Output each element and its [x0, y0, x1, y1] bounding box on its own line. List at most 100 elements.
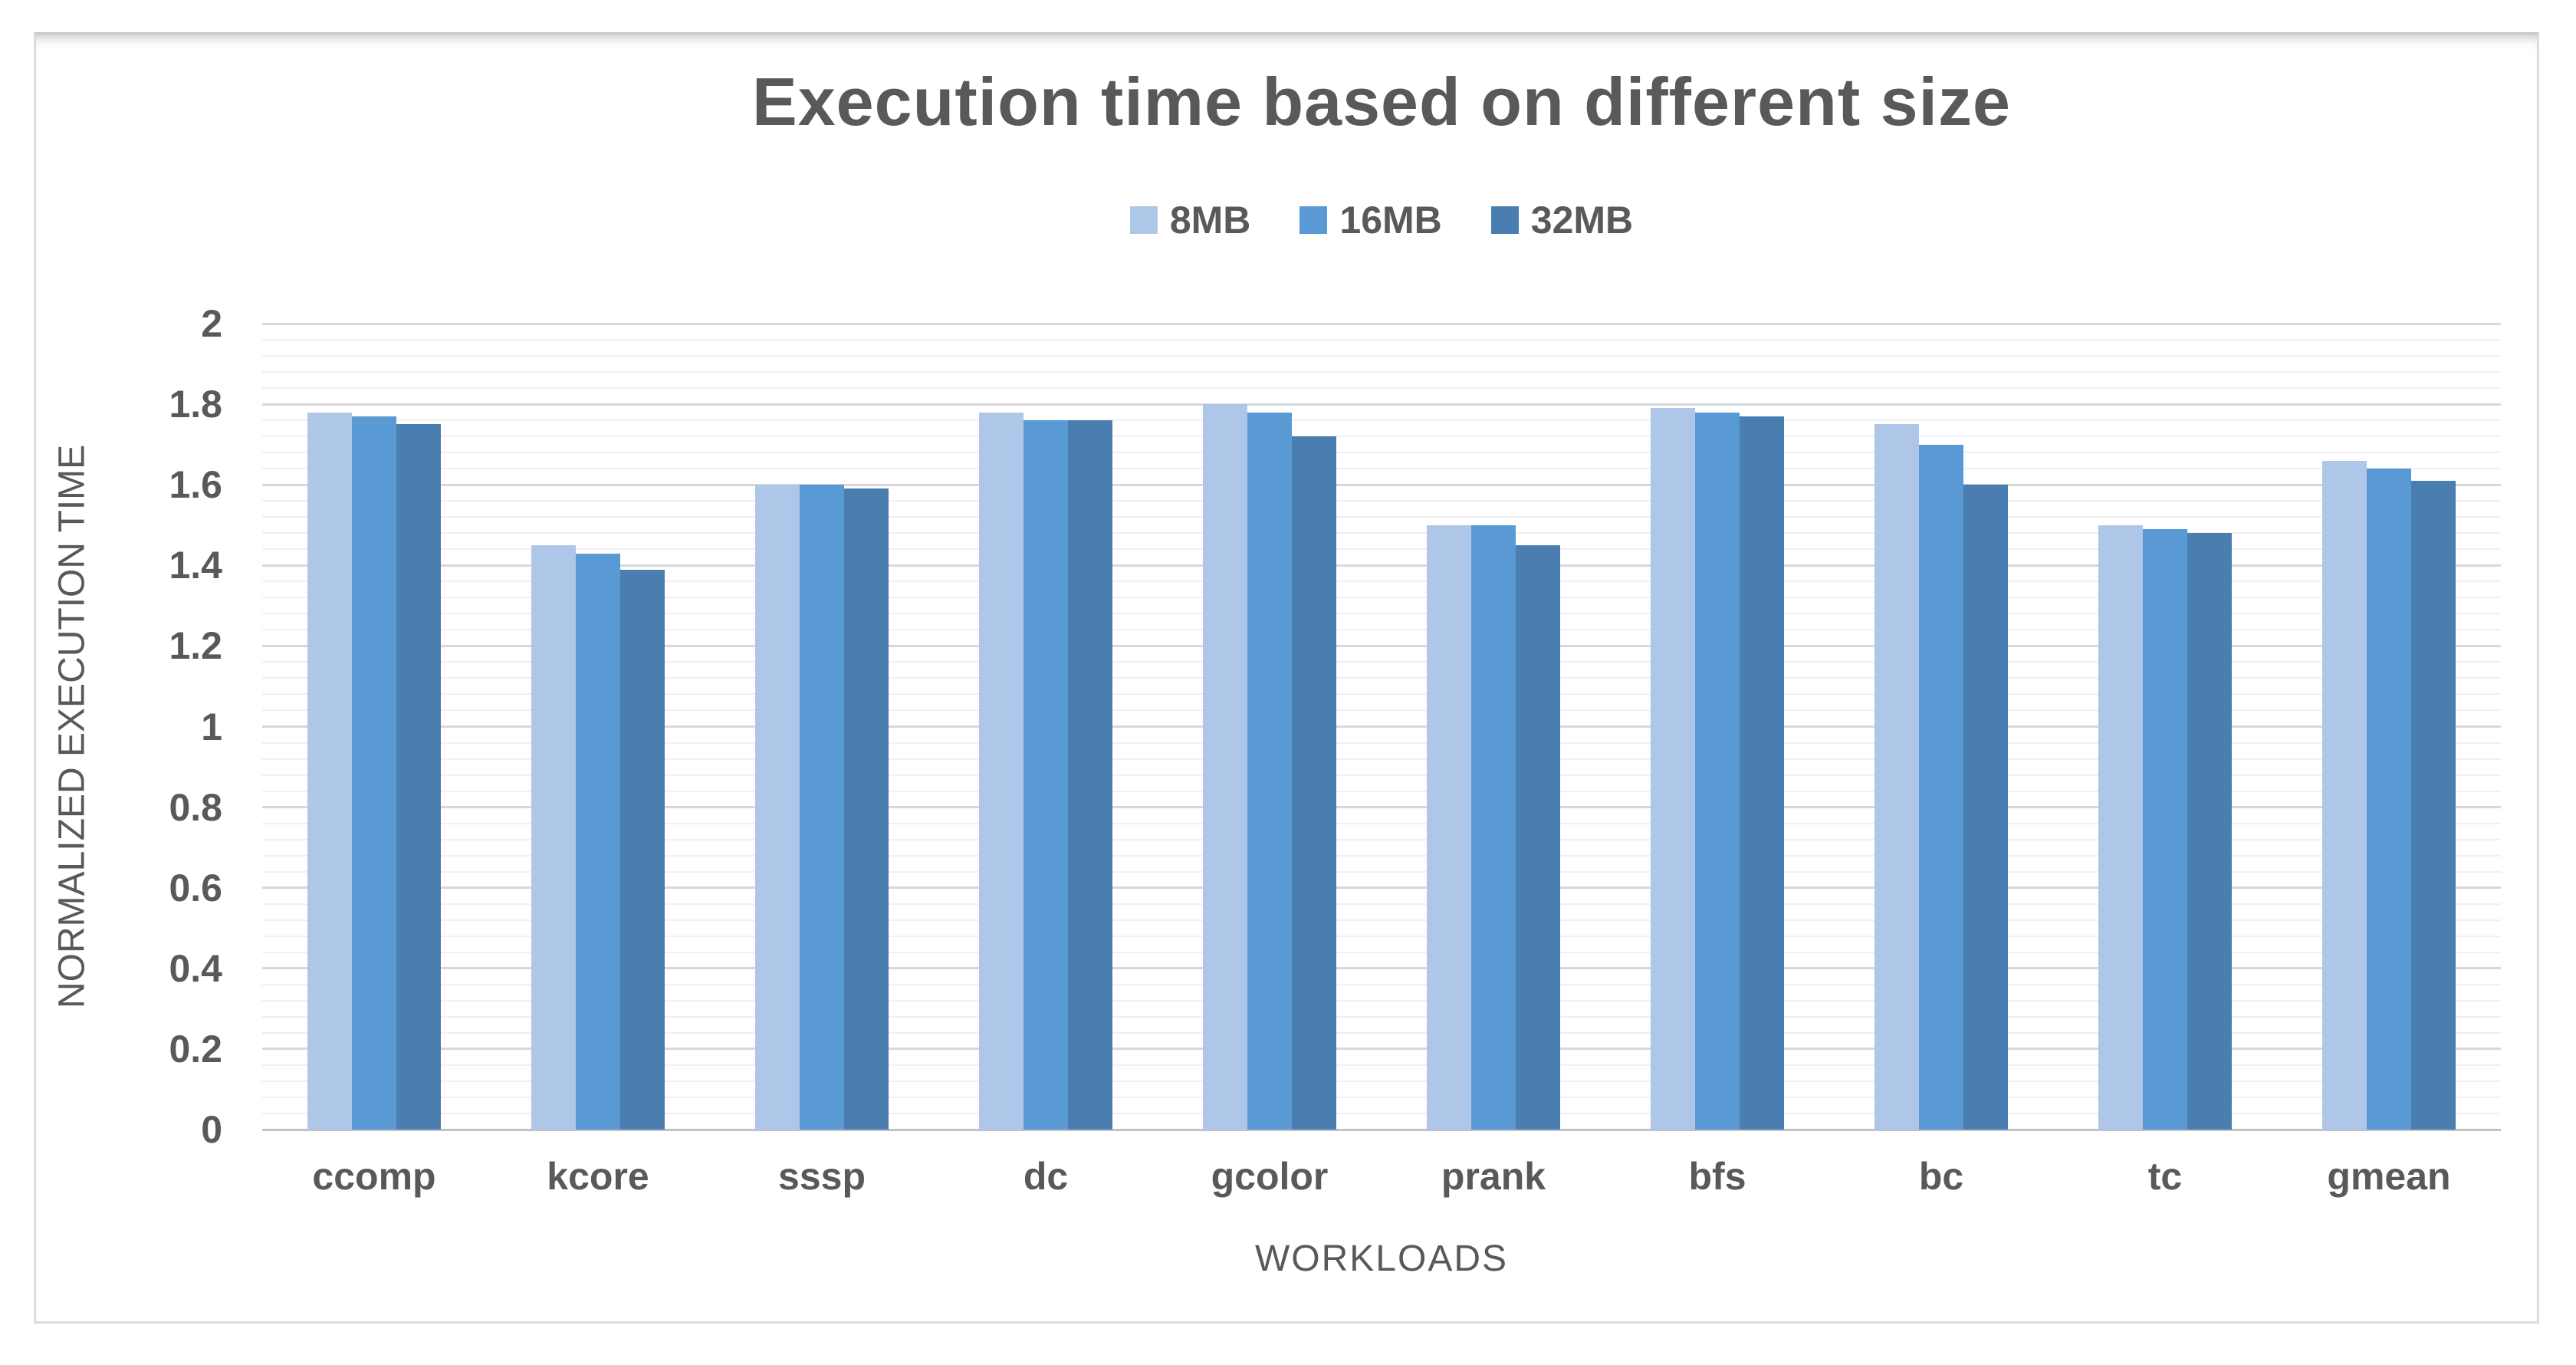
gridline-minor: [262, 790, 2501, 792]
legend-swatch-32mb: [1490, 206, 1519, 234]
gridline-minor: [262, 597, 2501, 599]
legend-label-32mb: 32MB: [1530, 199, 1634, 242]
legend-swatch-8mb: [1129, 206, 1158, 234]
gridline-major: [262, 322, 2501, 325]
bar-tc-8mb: [2098, 525, 2143, 1130]
chart-title: Execution time based on different size: [752, 64, 2011, 140]
bar-gmean-32mb: [2411, 480, 2456, 1130]
bar-gmean-16mb: [2367, 469, 2411, 1130]
x-category-label-tc: tc: [2147, 1155, 2183, 1198]
gridline-minor: [262, 355, 2501, 357]
x-category-label-dc: dc: [1023, 1155, 1069, 1198]
bar-sssp-16mb: [800, 485, 844, 1130]
gridline-minor: [262, 419, 2501, 422]
bar-prank-16mb: [1471, 525, 1516, 1130]
gridline-minor: [262, 387, 2501, 390]
gridline-major: [262, 806, 2501, 809]
gridline-minor: [262, 758, 2501, 760]
gridline-minor: [262, 951, 2501, 953]
bar-ccomp-16mb: [352, 416, 396, 1130]
bar-gcolor-8mb: [1203, 404, 1247, 1130]
y-axis-tick-labels: 0 0.2 0.4 0.6 0.8 1 1.2 1.4 1.6 1.8 2: [77, 302, 222, 1151]
x-category-label-gmean: gmean: [2327, 1155, 2451, 1198]
gridline-minor: [262, 838, 2501, 840]
gridline-minor: [262, 339, 2501, 341]
gridline-minor: [262, 613, 2501, 615]
bar-bfs-32mb: [1740, 416, 1784, 1130]
y-tick-label-1.4: 1.4: [169, 544, 222, 587]
bar-sssp-32mb: [844, 488, 889, 1130]
gridline-minor: [262, 661, 2501, 663]
gridline-major: [262, 886, 2501, 890]
gridline-minor: [262, 693, 2501, 696]
y-tick-label-1.2: 1.2: [169, 624, 222, 668]
gridline-minor: [262, 581, 2501, 583]
y-tick-label-0: 0: [201, 1108, 222, 1151]
bar-gmean-8mb: [2322, 460, 2367, 1130]
y-tick-label-0.4: 0.4: [169, 946, 222, 990]
gridline-major: [262, 644, 2501, 647]
legend-item-8mb: 8MB: [1129, 198, 1251, 242]
bar-prank-32mb: [1516, 545, 1560, 1130]
bar-tc-16mb: [2143, 529, 2187, 1130]
bar-kcore-32mb: [620, 569, 665, 1130]
gridline-minor: [262, 677, 2501, 679]
legend-label-8mb: 8MB: [1169, 199, 1251, 242]
gridline-major: [262, 967, 2501, 970]
x-category-label-ccomp: ccomp: [312, 1155, 436, 1198]
bar-ccomp-8mb: [307, 412, 352, 1130]
gridline-minor: [262, 532, 2501, 534]
bar-prank-8mb: [1427, 525, 1471, 1130]
bar-bfs-16mb: [1695, 412, 1740, 1130]
bar-kcore-8mb: [531, 545, 576, 1130]
y-tick-label-0.2: 0.2: [169, 1027, 222, 1071]
legend-swatch-16mb: [1300, 206, 1328, 234]
bar-bc-32mb: [1963, 485, 2008, 1130]
gridline-minor: [262, 629, 2501, 631]
y-tick-label-0.6: 0.6: [169, 866, 222, 909]
legend-label-16mb: 16MB: [1339, 199, 1442, 242]
x-category-label-kcore: kcore: [547, 1155, 649, 1198]
gridline-minor: [262, 903, 2501, 905]
gridline-minor: [262, 935, 2501, 937]
plot-area: [262, 322, 2501, 1131]
bar-gcolor-16mb: [1247, 412, 1292, 1130]
gridline-major: [262, 403, 2501, 406]
bar-bc-16mb: [1919, 444, 1963, 1130]
x-category-label-prank: prank: [1441, 1155, 1546, 1198]
bar-ccomp-32mb: [396, 424, 441, 1130]
gridline-minor: [262, 452, 2501, 454]
gridline-minor: [262, 1064, 2501, 1066]
gridline-minor: [262, 919, 2501, 921]
x-axis-title: WORKLOADS: [1254, 1238, 1509, 1279]
legend-item-16mb: 16MB: [1300, 198, 1442, 242]
gridline-minor: [262, 870, 2501, 873]
legend-item-32mb: 32MB: [1490, 198, 1634, 242]
bar-bfs-8mb: [1651, 408, 1695, 1130]
gridline-minor: [262, 500, 2501, 502]
gridline-major: [262, 1048, 2501, 1051]
bar-bc-8mb: [1875, 424, 1919, 1130]
gridline-minor: [262, 371, 2501, 373]
y-tick-label-0.8: 0.8: [169, 785, 222, 829]
y-tick-label-1: 1: [201, 705, 222, 748]
gridline-minor: [262, 548, 2501, 551]
bar-sssp-8mb: [755, 485, 800, 1130]
y-tick-label-1.6: 1.6: [169, 463, 222, 507]
gridline-minor: [262, 822, 2501, 824]
gridline-minor: [262, 1112, 2501, 1114]
bar-dc-32mb: [1068, 420, 1112, 1130]
x-category-label-bfs: bfs: [1688, 1155, 1746, 1198]
bar-dc-16mb: [1024, 420, 1068, 1130]
gridline-minor: [262, 983, 2501, 985]
bar-gcolor-32mb: [1292, 436, 1336, 1130]
gridline-minor: [262, 854, 2501, 857]
x-category-label-gcolor: gcolor: [1211, 1155, 1329, 1198]
gridline-minor: [262, 1015, 2501, 1018]
gridline-minor: [262, 1031, 2501, 1034]
y-tick-label-2: 2: [201, 302, 222, 345]
gridline-minor: [262, 1096, 2501, 1098]
gridline-minor: [262, 774, 2501, 776]
x-category-label-bc: bc: [1918, 1155, 1964, 1198]
